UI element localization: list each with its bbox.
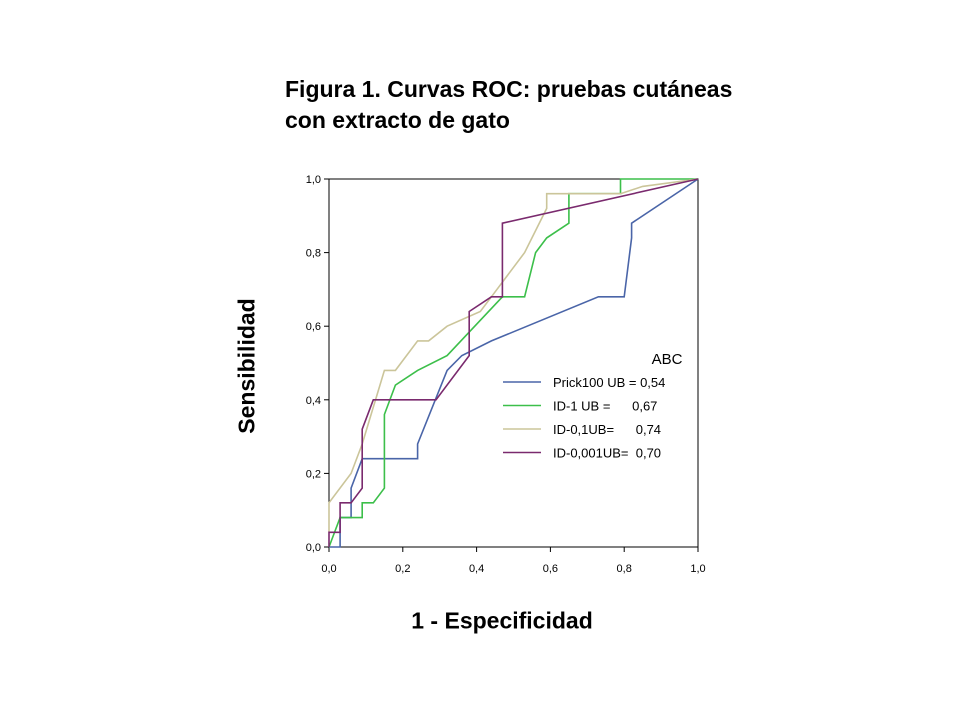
legend-entry: ID-0,001UB= 0,70	[553, 446, 661, 461]
x-tick-label: 0,2	[395, 563, 410, 575]
legend-entry: Prick100 UB = 0,54	[553, 375, 665, 390]
axis-ticks: 0,0 0,2 0,4 0,6 0,8 1,0 0,0 0,2 0,4 0,6 0,8 1,0	[306, 174, 706, 575]
chart-title-line-2: con extracto de gato	[285, 107, 510, 133]
legend: ABC Prick100 UB = 0,54 ID-1 UB = 0,67 ID-0,…	[503, 351, 683, 461]
chart-title-line-1: Figura 1. Curvas ROC: pruebas cutáneas	[285, 76, 733, 102]
x-tick-label: 0,0	[321, 563, 336, 575]
x-tick-label: 0,6	[543, 563, 558, 575]
series-line-4	[328, 178, 699, 547]
y-tick-label: 0,0	[306, 542, 321, 554]
x-tick-label: 1,0	[690, 563, 705, 575]
x-axis-label: 1 - Especificidad	[411, 607, 593, 634]
x-tick-label: 0,8	[617, 563, 632, 575]
legend-title: ABC	[652, 351, 683, 368]
legend-entry: ID-0,1UB= 0,74	[553, 422, 661, 437]
x-tick-label: 0,4	[469, 563, 484, 575]
y-tick-label: 1,0	[306, 174, 321, 186]
chart-title: Figura 1. Curvas ROC: pruebas cutáneas c…	[285, 74, 732, 136]
legend-entry: ID-1 UB = 0,67	[553, 399, 657, 414]
plot-frame	[328, 178, 699, 548]
y-tick-label: 0,8	[306, 248, 321, 260]
series-line-3	[328, 178, 699, 533]
series-group	[328, 178, 699, 548]
y-tick-label: 0,6	[306, 321, 321, 333]
y-tick-label: 0,2	[306, 468, 321, 480]
y-tick-label: 0,4	[306, 395, 321, 407]
